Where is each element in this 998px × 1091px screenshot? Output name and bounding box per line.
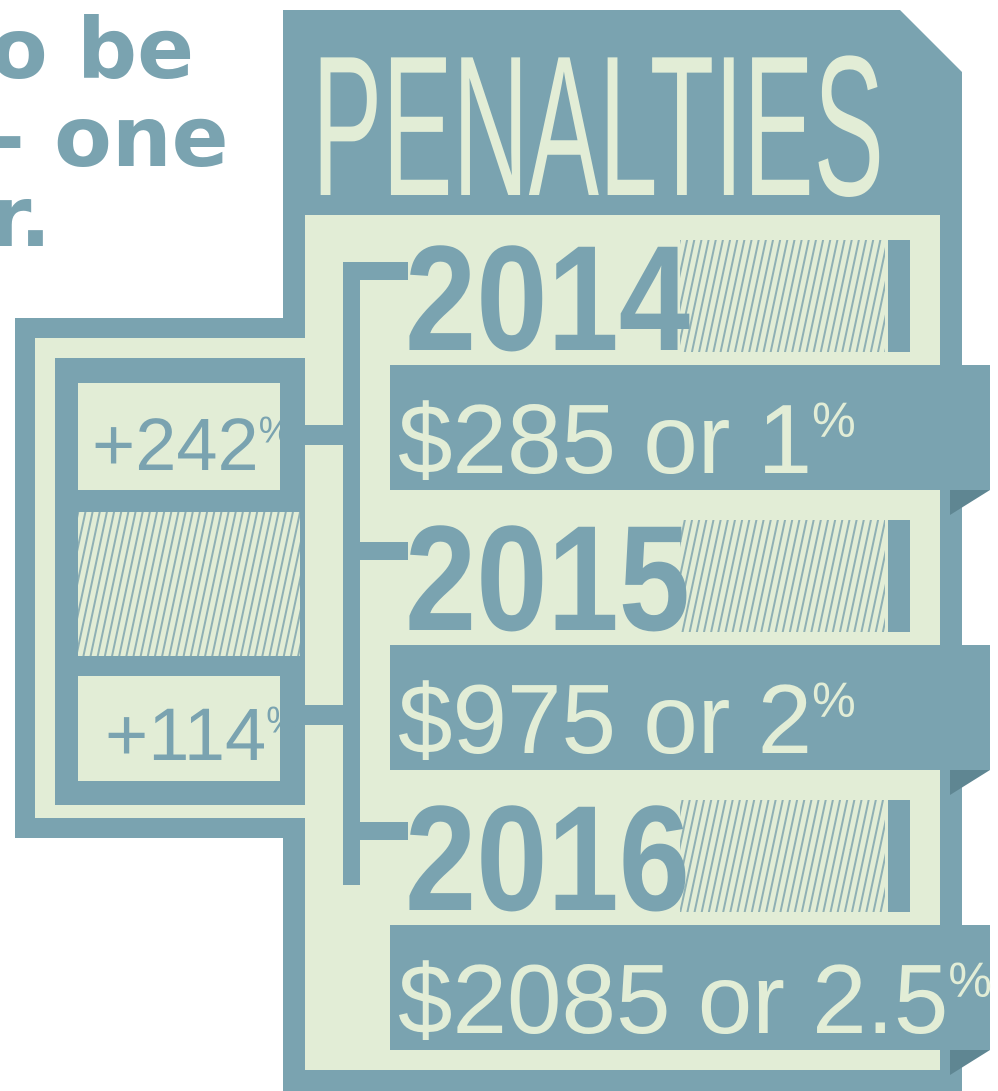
bar-end	[888, 240, 910, 352]
increase-box	[78, 676, 280, 781]
connector	[280, 705, 350, 725]
year: 2015	[405, 494, 690, 662]
connector	[343, 542, 408, 560]
hatch-bar	[680, 240, 885, 352]
ribbon-fold	[950, 490, 990, 515]
title: PENALTIES	[312, 15, 884, 238]
increase-label: +242%	[92, 403, 292, 486]
bar-end	[888, 800, 910, 912]
ribbon	[390, 645, 990, 770]
intro-line: o be	[0, 0, 194, 98]
ribbon-fold	[950, 1050, 990, 1075]
bar-end	[888, 520, 910, 632]
year: 2016	[405, 774, 690, 942]
increase-box	[78, 383, 280, 490]
penalty: $975 or 2%	[398, 664, 856, 774]
penalty: $2085 or 2.5%	[398, 944, 992, 1054]
penalty: $285 or 1%	[398, 384, 856, 494]
ribbon	[390, 365, 990, 490]
hatch-bar	[680, 520, 885, 632]
connector	[280, 425, 350, 445]
connector	[343, 822, 408, 840]
year: 2014	[405, 214, 690, 382]
connector	[343, 262, 408, 280]
connector	[343, 265, 360, 885]
intro-line: r.	[0, 168, 51, 266]
ribbon-fold	[950, 770, 990, 795]
hatch-bar	[680, 800, 885, 912]
ribbon	[390, 925, 990, 1050]
intro-line: - one	[0, 88, 229, 186]
hatch	[78, 512, 300, 656]
increase-label: +114%	[105, 693, 299, 776]
